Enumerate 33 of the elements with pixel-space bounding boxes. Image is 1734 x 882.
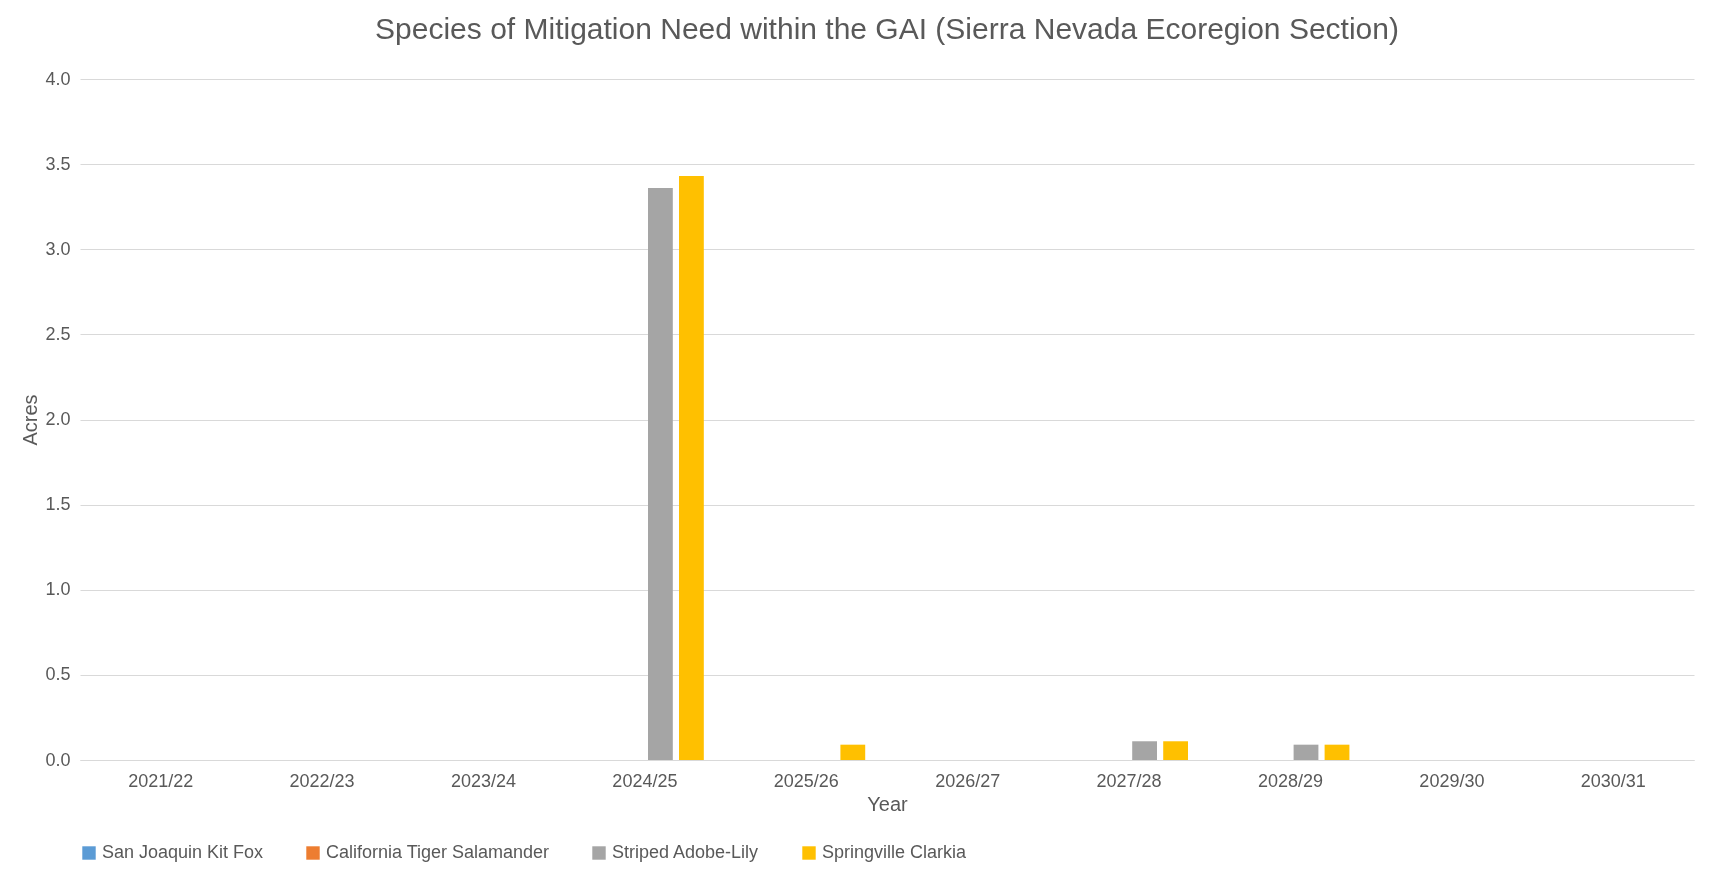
- x-tick-label: 2027/28: [1096, 770, 1162, 791]
- x-tick-label: 2023/24: [450, 770, 517, 791]
- y-axis-title: Acres: [19, 394, 42, 446]
- y-tick-label: 1.0: [45, 579, 71, 600]
- y-tick-label: 3.5: [45, 153, 71, 174]
- x-tick-label: 2021/22: [128, 770, 194, 791]
- y-tick-label: 2.0: [45, 409, 71, 429]
- x-tick-label: 2025/26: [773, 770, 839, 791]
- bar: [679, 176, 704, 760]
- bar: [648, 187, 673, 760]
- y-tick-label: 0.5: [45, 664, 71, 685]
- legend-label: Striped Adobe-Lily: [612, 842, 759, 862]
- bar: [1132, 741, 1158, 760]
- legend-label: Springville Clarkia: [822, 842, 968, 862]
- y-tick-label: 2.5: [45, 323, 71, 344]
- legend-label: San Joaquin Kit Fox: [102, 842, 264, 862]
- bar: [840, 744, 866, 760]
- x-tick-label: 2024/25: [612, 770, 678, 791]
- y-tick-label: 3.0: [45, 238, 71, 259]
- legend-label: California Tiger Salamander: [326, 842, 550, 862]
- x-tick-label: 2030/31: [1580, 770, 1646, 791]
- y-tick-label: 0.0: [45, 749, 71, 770]
- y-tick-label: 4.0: [45, 68, 71, 89]
- x-tick-label: 2028/29: [1257, 770, 1324, 791]
- x-tick-label: 2026/27: [935, 770, 1001, 791]
- x-tick-label: 2022/23: [289, 770, 355, 791]
- y-tick-label: 1.5: [45, 494, 71, 515]
- chart-title: Species of Mitigation Need within the GAI (Sierra Nevada Ecoregion Section): [375, 12, 1399, 45]
- bar: [1163, 741, 1189, 760]
- x-tick-label: 2029/30: [1419, 770, 1485, 791]
- bar: [1324, 744, 1350, 760]
- bar: [1293, 744, 1319, 760]
- x-axis-title: Year: [867, 792, 909, 815]
